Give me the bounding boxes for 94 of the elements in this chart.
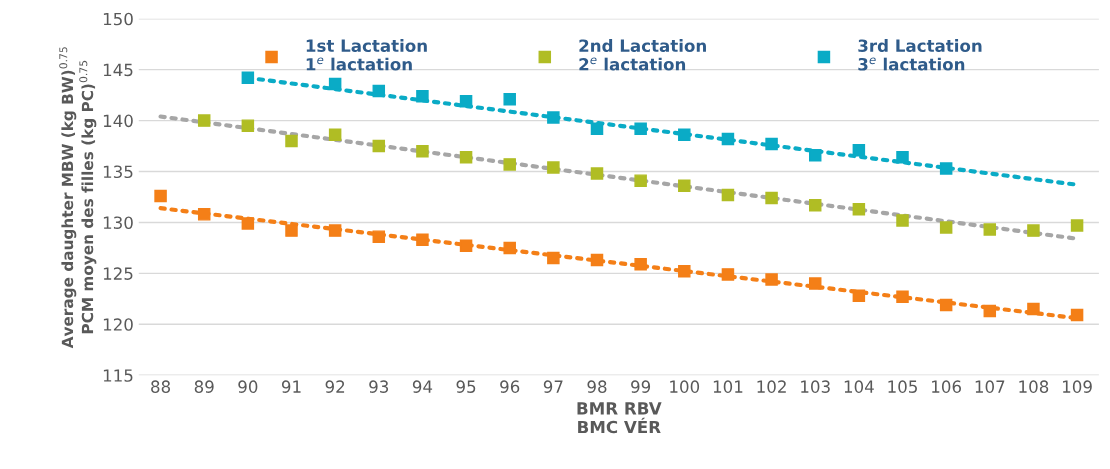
point — [372, 139, 386, 153]
point — [852, 143, 866, 157]
x-tick-label: 104 — [844, 380, 874, 393]
point — [896, 290, 909, 304]
point — [416, 89, 429, 103]
point — [590, 253, 604, 267]
point — [590, 122, 604, 135]
point — [197, 114, 211, 127]
point — [459, 94, 473, 108]
point — [983, 223, 997, 236]
x-tick-label: 98 — [587, 380, 607, 393]
point — [634, 122, 647, 135]
x-tick-label: 91 — [281, 380, 301, 393]
point — [372, 84, 386, 98]
x-tick-label: 96 — [500, 380, 520, 393]
y-tick-label: 150 — [103, 12, 133, 26]
point — [328, 128, 342, 142]
y-tick-label: 125 — [103, 267, 133, 280]
point — [285, 224, 298, 237]
point — [983, 304, 997, 318]
point — [1070, 219, 1084, 232]
y-tick-label: 135 — [103, 165, 133, 179]
point — [459, 239, 473, 253]
legend-label: 2nd Lactation 2$^{e}$ lactation — [579, 39, 706, 71]
point — [590, 167, 604, 180]
point — [1027, 224, 1040, 237]
x-tick-label: 97 — [543, 380, 563, 393]
point — [896, 151, 909, 164]
point — [197, 208, 211, 221]
x-tick-label: 106 — [932, 380, 961, 393]
x-tick-label: 109 — [1063, 380, 1092, 393]
x-tick-label: 99 — [631, 380, 651, 393]
point — [372, 230, 386, 243]
point — [503, 241, 516, 255]
legend-label: 1st Lactation 1$^{e}$ lactation — [306, 39, 427, 71]
point — [678, 179, 691, 193]
x-tick-label: 105 — [888, 380, 917, 393]
y-tick-label: 120 — [103, 318, 133, 331]
x-tick-label: 88 — [151, 380, 171, 393]
point — [154, 189, 167, 203]
point — [634, 174, 647, 187]
point — [634, 257, 647, 271]
point — [328, 224, 342, 237]
point — [285, 134, 298, 148]
x-tick-label: 93 — [369, 380, 389, 393]
x-tick-label: 95 — [456, 380, 476, 393]
x-tick-label: 108 — [1019, 380, 1049, 393]
x-tick-label: 107 — [975, 380, 1005, 393]
point — [1027, 302, 1040, 316]
point — [765, 137, 778, 151]
point — [241, 217, 255, 230]
point — [808, 198, 822, 212]
point — [459, 151, 473, 164]
x-axis-title: BMR RBV BMC VÉR — [577, 402, 662, 434]
point — [503, 92, 516, 106]
y-tick-label: 145 — [103, 63, 133, 77]
point — [896, 214, 909, 227]
point — [547, 251, 560, 265]
y-tick-label: 115 — [103, 369, 133, 382]
point — [241, 119, 255, 132]
point — [765, 191, 778, 205]
y-tick-label: 130 — [103, 216, 133, 230]
point — [808, 277, 822, 290]
point — [939, 221, 953, 234]
point — [852, 289, 866, 303]
point — [808, 148, 822, 162]
x-tick-label: 100 — [670, 380, 700, 393]
point — [678, 265, 691, 278]
point — [765, 273, 778, 286]
point — [721, 268, 735, 281]
point — [939, 298, 953, 312]
point — [1070, 308, 1084, 322]
point — [328, 77, 342, 91]
point — [416, 144, 429, 158]
point — [939, 162, 953, 175]
point — [721, 188, 735, 202]
text: Average daughter MBW (kg BW)$^{0.75}$ PCM moyen des filles (kg PC)$^{0.75}$ — [59, 47, 97, 349]
x-tick-label: 92 — [325, 380, 345, 393]
point — [721, 132, 735, 146]
x-tick-label: 89 — [194, 380, 214, 393]
x-tick-label: 102 — [757, 380, 786, 393]
legend-label: 3rd Lactation 3$^{e}$ lactation — [858, 39, 982, 71]
point — [416, 233, 429, 247]
point — [503, 158, 516, 171]
x-tick-label: 94 — [412, 380, 433, 393]
x-tick-label: 103 — [801, 380, 830, 393]
y-tick-label: 140 — [103, 114, 133, 128]
point — [547, 111, 560, 124]
point — [852, 202, 866, 216]
point — [547, 161, 560, 174]
point — [241, 71, 255, 85]
x-tick-label: 101 — [713, 380, 743, 393]
point — [678, 128, 691, 142]
x-tick-label: 90 — [238, 380, 258, 393]
